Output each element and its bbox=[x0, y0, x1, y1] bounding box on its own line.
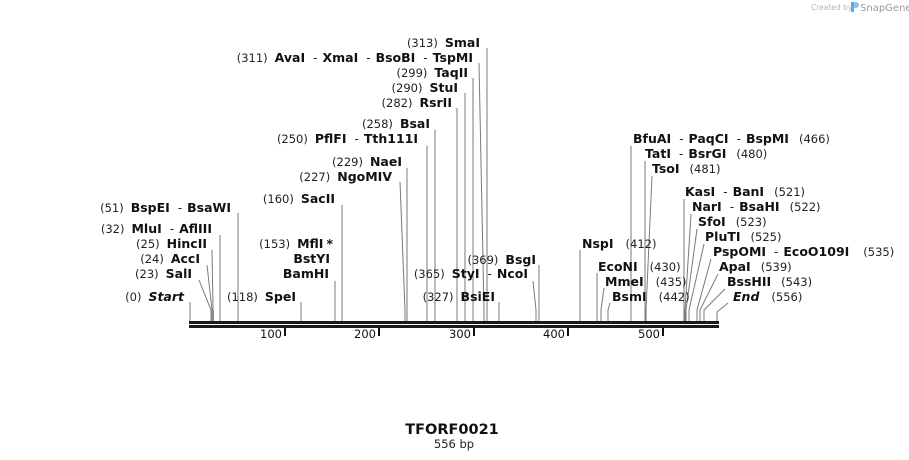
site-label[interactable]: PspOMI - EcoO109I (535) bbox=[713, 244, 894, 259]
watermark-prefix: Created by bbox=[811, 3, 853, 12]
snapgene-logo-icon bbox=[851, 2, 859, 12]
site-label[interactable]: (282) RsrII bbox=[382, 95, 452, 110]
site-label[interactable]: BfuAI - PaqCI - BspMI (466) bbox=[633, 131, 830, 146]
site-label[interactable]: (153) MflI * bbox=[259, 236, 333, 251]
leader-line-tsoi bbox=[645, 175, 653, 321]
sequence-backbone bbox=[189, 321, 719, 328]
leader-lines bbox=[189, 48, 729, 321]
watermark-brand: SnapGene bbox=[860, 3, 909, 14]
site-label[interactable]: SfoI (523) bbox=[698, 214, 767, 229]
site-label[interactable]: (327) BsiEI bbox=[423, 289, 495, 304]
ruler-tick-label: 100 bbox=[260, 327, 282, 341]
site-label[interactable]: TsoI (481) bbox=[652, 161, 720, 176]
site-label[interactable]: (313) SmaI bbox=[407, 35, 480, 50]
site-label[interactable]: BstYI bbox=[293, 251, 330, 266]
leader-line-styi bbox=[532, 280, 537, 321]
ruler-tick-label: 500 bbox=[638, 327, 660, 341]
leader-line-ngomiv bbox=[399, 181, 406, 321]
leader-line-bsmi bbox=[607, 302, 611, 321]
snapgene-watermark: Created by SnapGene bbox=[811, 2, 909, 14]
site-label[interactable]: NarI - BsaHI (522) bbox=[692, 199, 821, 214]
site-label[interactable]: PluTI (525) bbox=[705, 229, 781, 244]
backbone-top-strand bbox=[189, 321, 719, 324]
ruler-tick-label: 300 bbox=[449, 327, 471, 341]
sequence-start-label: (0) Start bbox=[125, 289, 185, 304]
site-labels-left: (313) SmaI (311) AvaI - XmaI - BsoBI - TspMI (29… bbox=[100, 35, 536, 304]
ruler: 100 200 300 400 500 bbox=[260, 327, 664, 341]
leader-line-apai bbox=[699, 273, 719, 321]
leader-line-bsshii bbox=[703, 288, 726, 321]
backbone-bottom-strand bbox=[189, 325, 719, 328]
site-label[interactable]: (290) StuI bbox=[392, 80, 458, 95]
site-label[interactable]: (227) NgoMIV bbox=[299, 169, 392, 184]
site-label[interactable]: BamHI bbox=[283, 266, 329, 281]
ruler-tick-label: 400 bbox=[543, 327, 565, 341]
sequence-length: 556 bp bbox=[434, 437, 474, 451]
site-label[interactable]: (229) NaeI bbox=[332, 154, 402, 169]
site-label[interactable]: (118) SpeI bbox=[227, 289, 296, 304]
leader-line-avai bbox=[478, 62, 485, 321]
site-label[interactable]: (369) BsgI bbox=[467, 252, 536, 267]
site-label[interactable]: (299) TaqII bbox=[396, 65, 468, 80]
leader-line-pluti bbox=[688, 243, 705, 321]
sequence-end-label: End (556) bbox=[733, 289, 802, 304]
site-label[interactable]: BssHII (543) bbox=[727, 274, 812, 289]
map-title: TFORF0021 bbox=[405, 422, 499, 438]
site-label[interactable]: (258) BsaI bbox=[362, 116, 430, 131]
site-label[interactable]: (365) StyI - NcoI bbox=[414, 266, 528, 281]
leader-line-mmei bbox=[600, 287, 605, 321]
site-label[interactable]: BsmI (442) bbox=[612, 289, 690, 304]
site-label[interactable]: MmeI (435) bbox=[605, 274, 687, 289]
site-label[interactable]: ApaI (539) bbox=[719, 259, 792, 274]
leader-line-nari bbox=[684, 213, 692, 321]
leader-line-end bbox=[716, 302, 729, 321]
site-label[interactable]: (51) BspEI - BsaWI bbox=[100, 200, 231, 215]
site-label[interactable]: NspI (412) bbox=[582, 236, 656, 251]
site-label[interactable]: (25) HincII bbox=[136, 236, 207, 251]
site-label[interactable]: (32) MluI - AflIII bbox=[101, 221, 212, 236]
site-label[interactable]: EcoNI (430) bbox=[598, 259, 681, 274]
leader-line-sfoi bbox=[685, 228, 698, 321]
site-label[interactable]: TatI - BsrGI (480) bbox=[645, 146, 767, 161]
leader-cluster-salI-hincII bbox=[211, 310, 214, 321]
site-label[interactable]: (250) PflFI - Tth111I bbox=[277, 131, 418, 146]
site-label[interactable]: (311) AvaI - XmaI - BsoBI - TspMI bbox=[237, 50, 473, 65]
site-label[interactable]: (23) SalI bbox=[135, 266, 192, 281]
site-label[interactable]: (24) AccI bbox=[140, 251, 200, 266]
site-label[interactable]: KasI - BanI (521) bbox=[685, 184, 805, 199]
site-label[interactable]: (160) SacII bbox=[263, 191, 335, 206]
site-labels-right: BfuAI - PaqCI - BspMI (466) TatI - BsrGI (480) T… bbox=[582, 131, 894, 304]
leader-line-pspomi bbox=[696, 258, 712, 321]
ruler-tick-label: 200 bbox=[354, 327, 376, 341]
